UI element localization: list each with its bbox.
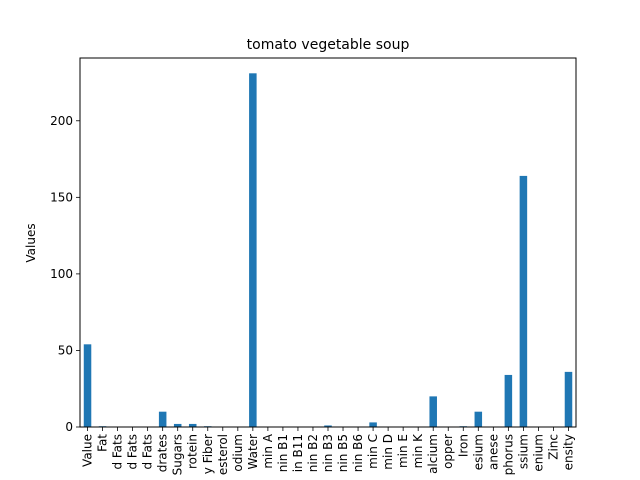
- x-tick-label: ssium: [516, 434, 530, 469]
- y-tick-label: 50: [58, 343, 73, 357]
- bar-19: [369, 422, 377, 427]
- bar-0: [83, 344, 92, 427]
- x-tick-label: in B11: [291, 434, 305, 472]
- bar-23: [429, 396, 437, 427]
- x-tick-label: nin B5: [336, 434, 350, 472]
- x-tick-label: esium: [471, 434, 485, 470]
- bar-11: [249, 73, 257, 427]
- chart-title: tomato vegetable soup: [247, 37, 410, 53]
- bar-5: [158, 411, 167, 427]
- bar-6: [173, 423, 182, 427]
- x-tick-label: Sugars: [171, 434, 185, 475]
- x-tick-label: drates: [156, 434, 170, 472]
- x-tick-label: nin B1: [276, 434, 290, 472]
- x-tick-label: d Fats: [141, 434, 155, 470]
- x-tick-label: Water: [246, 434, 260, 470]
- x-tick-label: min A: [261, 433, 275, 468]
- x-tick-label: min E: [396, 434, 410, 468]
- x-tick-label: d Fats: [111, 434, 125, 470]
- y-tick-label: 150: [50, 190, 73, 204]
- x-tick-label: esterol: [216, 434, 230, 475]
- bar-26: [474, 411, 483, 427]
- x-tick-label: min K: [411, 433, 425, 468]
- y-tick-label: 200: [50, 114, 73, 128]
- x-tick-label: min D: [381, 434, 395, 470]
- bars-group: [83, 73, 573, 427]
- x-tick-label: phorus: [501, 434, 515, 475]
- y-tick-label: 0: [65, 420, 73, 434]
- x-tick-label: nin B2: [306, 434, 320, 472]
- y-tick-label: 100: [50, 267, 73, 281]
- bar-29: [519, 175, 528, 427]
- x-tick-label: Value: [81, 434, 95, 467]
- bar-16: [324, 425, 332, 427]
- bar-7: [188, 423, 197, 427]
- x-tick-label: anese: [486, 434, 500, 470]
- x-tick-label: nin B3: [321, 434, 335, 472]
- x-tick-label: alcium: [426, 434, 440, 474]
- x-tick-label: opper: [441, 434, 455, 469]
- x-tick-label: d Fats: [126, 434, 140, 470]
- x-tick-label: ensity: [561, 434, 575, 470]
- x-tick-label: nin B6: [351, 434, 365, 472]
- bar-28: [504, 374, 513, 427]
- x-tick-label: Fat: [96, 434, 110, 452]
- x-tick-label: min C: [366, 434, 380, 469]
- y-ticks-group: 0 50 100 150 200: [50, 114, 80, 434]
- y-axis-label: Values: [24, 223, 38, 262]
- plot-frame: [79, 57, 577, 428]
- x-tick-label: rotein: [186, 434, 200, 469]
- x-ticks-group: Value Fat d Fats d Fats d Fats drates Sugars ro…: [81, 427, 575, 475]
- x-tick-label: odium: [231, 434, 245, 472]
- bar-32: [564, 371, 573, 427]
- x-tick-label: Iron: [456, 434, 470, 457]
- x-tick-label: y Fiber: [201, 434, 215, 474]
- x-tick-label: Zinc: [546, 434, 560, 460]
- x-tick-label: enium: [531, 434, 545, 472]
